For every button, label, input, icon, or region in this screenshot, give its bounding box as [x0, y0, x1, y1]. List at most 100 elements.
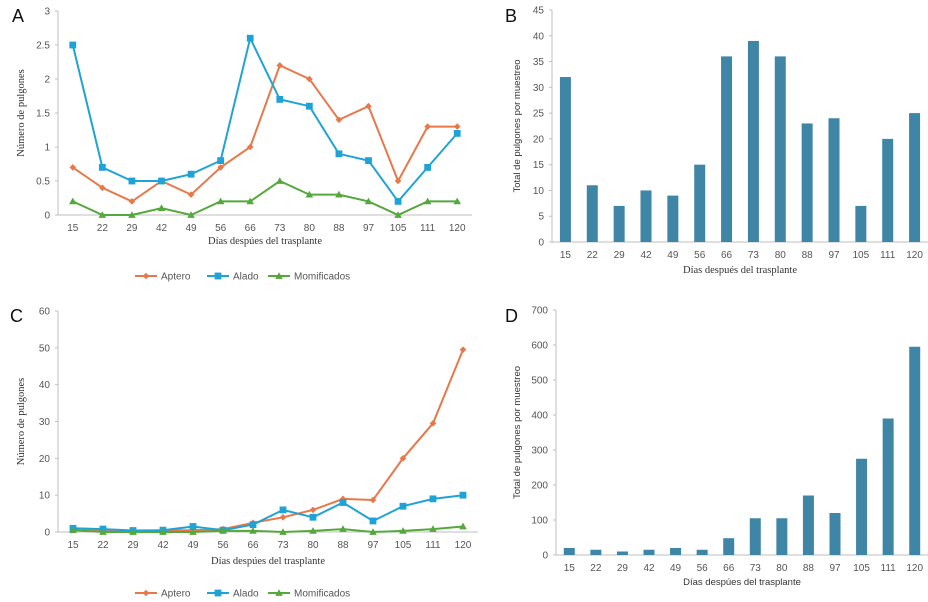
- panel-c-point-momificados: [339, 525, 347, 532]
- panel-b-y-tick-label: 30: [533, 83, 545, 94]
- panel-a-point-aptero: [453, 123, 461, 130]
- panel-a-y-tick-label: 0: [44, 211, 50, 222]
- panel-a-point-aptero: [99, 184, 106, 192]
- panel-a-x-tick-label: 15: [67, 223, 79, 234]
- panel-d-bar: [723, 538, 735, 555]
- panel-a-x-axis-label: Días despúes del trasplante: [208, 236, 322, 247]
- panel-d-bar: [616, 551, 628, 555]
- panel-d-x-tick-label: 42: [643, 563, 655, 574]
- panel-a-point-momificados: [335, 190, 343, 198]
- panel-a-chart: A 0 0.5 1 1.5 2 2.5 3 15 22 29 42 49 56 66 73 80 88 97 105 1…: [12, 6, 472, 283]
- panel-c-y-tick-label: 60: [39, 307, 51, 318]
- panel-d-y-axis-label: Total de pulgones por muestreo: [512, 366, 523, 499]
- panel-b-x-tick-label: 97: [828, 250, 840, 261]
- panel-a-point-alado: [158, 177, 165, 185]
- panel-c-x-tick-label: 66: [247, 540, 259, 551]
- panel-c-y-tick-label: 50: [39, 343, 51, 354]
- panel-c-point-alado: [429, 495, 437, 503]
- panel-b-bar: [694, 164, 706, 242]
- panel-b-bar: [586, 185, 598, 242]
- panel-c-line-momificados: [72, 525, 464, 534]
- panel-a-point-momificados: [246, 197, 255, 205]
- panel-c-point-momificados: [159, 528, 167, 535]
- panel-b-x-tick-label: 105: [853, 250, 870, 261]
- panel-a-point-aptero: [246, 143, 254, 151]
- panel-c-point-momificados: [189, 528, 197, 535]
- panel-b-y-tick-label: 40: [533, 31, 545, 42]
- panel-c-point-alado: [279, 506, 287, 514]
- panel-d-bar: [749, 518, 761, 555]
- panel-b-y-tick-label: 10: [533, 186, 545, 197]
- panel-c-legend-marker-aptero: [142, 589, 150, 597]
- panel-c-y-axis-label: Número de pulgones: [16, 378, 27, 465]
- panel-d-letter: D: [505, 306, 518, 326]
- panel-a-point-aptero: [365, 102, 372, 110]
- panel-d-bar: [563, 548, 575, 555]
- panel-a-point-alado: [69, 41, 77, 49]
- panel-c-legend-label-alado: Alado: [233, 589, 259, 600]
- panel-a-x-tick-label: 105: [390, 223, 407, 234]
- panel-a-point-aptero: [217, 164, 224, 171]
- panel-c-point-alado: [369, 517, 377, 525]
- panel-a-x-tick-label: 49: [186, 223, 198, 234]
- panel-a-line-momificados: [72, 179, 458, 217]
- panel-a-point-momificados: [275, 177, 284, 184]
- panel-a-line-aptero: [72, 64, 458, 203]
- panel-a-y-tick-label: 1: [44, 143, 50, 154]
- panel-c-point-aptero: [399, 455, 407, 462]
- panel-b-letter: B: [505, 6, 517, 26]
- panel-a-y-tick-label: 2: [44, 75, 50, 86]
- panel-b-bar: [855, 205, 867, 242]
- panel-d-y-tick-label: 300: [531, 446, 548, 457]
- panel-c-y-tick-label: 40: [39, 380, 51, 391]
- panel-b-bar: [801, 123, 813, 242]
- panel-c-x-tick-label: 29: [127, 540, 139, 551]
- panel-a-point-momificados: [364, 197, 373, 205]
- panel-a-x-tick-label: 42: [156, 223, 168, 234]
- panel-d-x-tick-label: 88: [803, 563, 815, 574]
- panel-b-bar: [828, 118, 840, 242]
- panel-b-x-tick-label: 29: [614, 250, 626, 261]
- panel-a-point-momificados: [187, 211, 195, 218]
- panel-d-bar: [829, 513, 841, 555]
- panel-c-x-tick-label: 88: [337, 540, 349, 551]
- panel-c-line-alado: [72, 494, 464, 532]
- panel-c-point-alado: [399, 502, 407, 510]
- panel-a-point-aptero: [306, 75, 313, 83]
- panel-a-point-aptero: [424, 123, 431, 130]
- panel-d-bar: [802, 495, 814, 555]
- panel-c-y-tick-label: 20: [39, 454, 51, 465]
- panel-d-y-tick-label: 500: [531, 376, 548, 387]
- panel-c-x-tick-label: 97: [367, 540, 379, 551]
- panel-c-point-aptero: [459, 346, 467, 353]
- panel-c-point-momificados: [309, 527, 317, 534]
- panel-a-legend-label-aptero: Aptero: [161, 272, 191, 283]
- panel-b-x-tick-label: 42: [640, 250, 652, 261]
- panel-b-bar: [774, 56, 786, 243]
- panel-a-point-aptero: [335, 116, 343, 124]
- panel-a-x-tick-label: 80: [304, 223, 316, 234]
- panel-b-bar: [667, 195, 679, 242]
- panel-a-point-alado: [98, 164, 106, 171]
- panel-d-bar: [590, 549, 602, 555]
- panel-d-x-tick-label: 15: [564, 563, 576, 574]
- panel-b-x-tick-label: 88: [802, 250, 814, 261]
- panel-a-x-tick-label: 120: [449, 223, 466, 234]
- panel-b-x-tick-label: 120: [906, 250, 923, 261]
- panel-d-bar: [670, 548, 682, 555]
- panel-b-x-tick-label: 80: [775, 250, 787, 261]
- panel-b-y-tick-label: 0: [538, 238, 544, 249]
- panel-a-x-tick-label: 111: [420, 223, 436, 234]
- panel-a-legend-marker-aptero: [142, 272, 150, 280]
- panel-c-point-alado: [339, 499, 347, 506]
- panel-d-x-tick-label: 80: [776, 563, 788, 574]
- panel-c-point-momificados: [459, 522, 467, 530]
- panel-a-point-aptero: [187, 191, 195, 198]
- panel-c-legend-label-momificados: Momificados: [294, 589, 350, 600]
- panel-b-x-tick-label: 15: [560, 250, 572, 261]
- panel-c-point-momificados: [129, 528, 137, 535]
- panel-c-point-momificados: [279, 528, 287, 535]
- panel-a-point-aptero: [276, 62, 284, 69]
- panel-b-y-tick-label: 20: [533, 134, 545, 145]
- panel-c-point-aptero: [429, 420, 437, 427]
